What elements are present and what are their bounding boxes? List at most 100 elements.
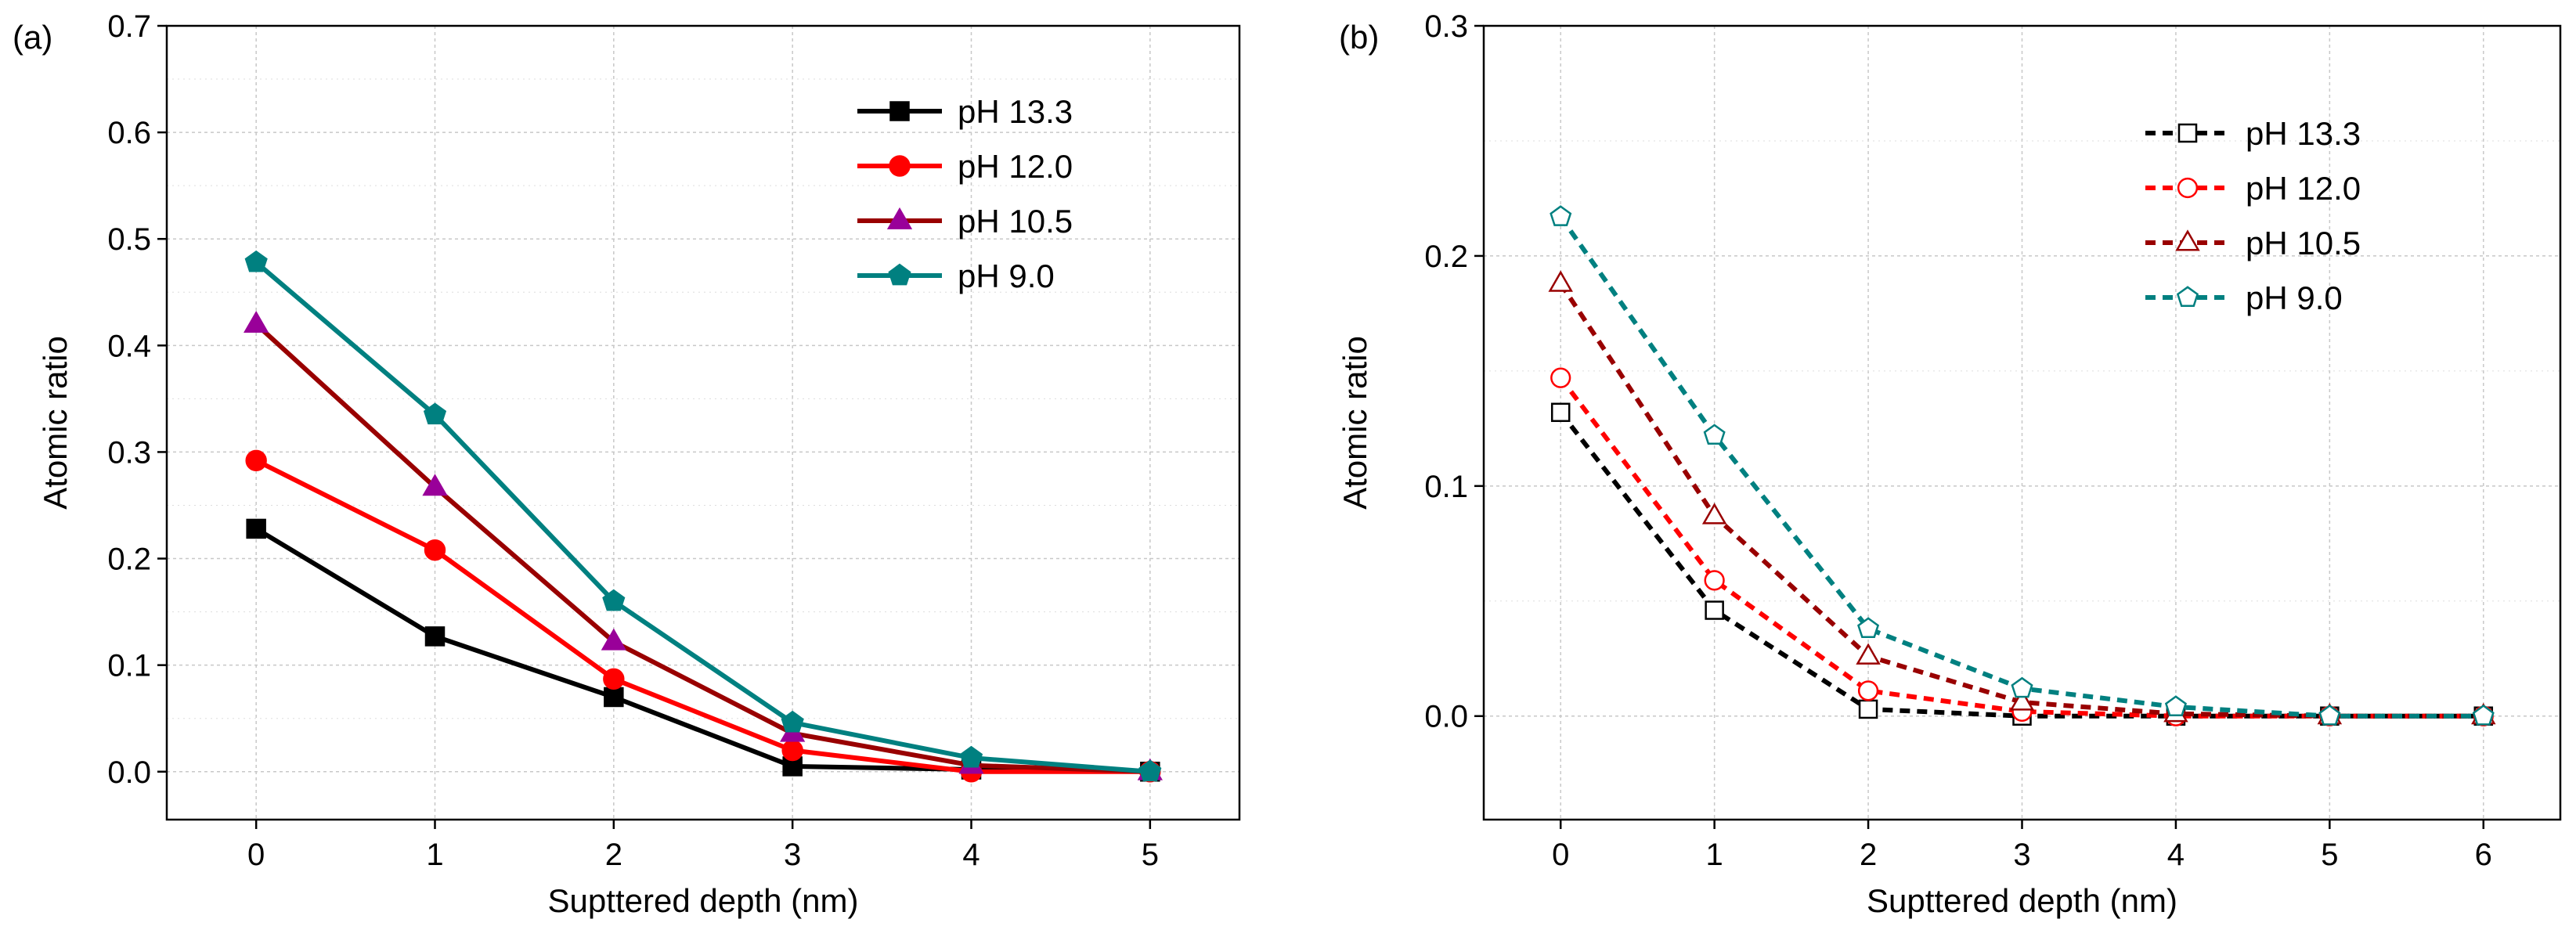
x-axis-title: Supttered depth (nm) (1867, 882, 2177, 919)
series-line (254, 526, 1150, 774)
y-tick-label: 0.0 (1424, 700, 1468, 734)
y-tick-label: 0.1 (107, 649, 151, 683)
data-point-marker (602, 589, 626, 611)
data-point-marker (244, 310, 269, 333)
y-tick-label: 0.3 (107, 435, 151, 470)
axis-ticks: 0 1 2 3 4 5 0.0 0.1 0.2 0.3 0.4 0.5 0.6 0.7 (107, 9, 1159, 872)
x-tick-label: 2 (605, 838, 622, 872)
y-tick-label: 0.7 (107, 9, 151, 44)
series-pH-13-3 (246, 518, 1160, 782)
data-point-marker (1550, 205, 1572, 226)
data-point-marker (601, 628, 626, 651)
x-tick-label: 3 (784, 838, 801, 872)
x-tick-label: 2 (1860, 838, 1877, 872)
y-axis-title: Atomic ratio (37, 336, 74, 510)
legend-label: pH 12.0 (958, 148, 1073, 185)
legend-marker (889, 101, 910, 121)
legend-label: pH 12.0 (2246, 170, 2361, 207)
y-tick-label: 0.4 (107, 329, 151, 363)
data-point-marker (2164, 695, 2187, 716)
series-line (1558, 410, 2484, 719)
legend-label: pH 13.3 (2246, 115, 2361, 152)
series-line (254, 322, 1150, 774)
x-tick-label: 4 (962, 838, 980, 872)
data-point-marker (423, 402, 447, 425)
series-pH-10-5 (244, 310, 1163, 780)
data-point-marker (959, 745, 983, 768)
panel-a-chart: 0 1 2 3 4 5 0.0 0.1 0.2 0.3 0.4 0.5 0.6 0.7 Supttered … (13, 9, 1241, 919)
x-tick-label: 4 (2167, 838, 2185, 872)
legend: pH 13.3 pH 12.0 pH 10.5 pH 9.0 (2145, 115, 2361, 316)
plot-frame (165, 24, 1241, 821)
data-point-marker (424, 539, 446, 561)
axis-ticks: 0 1 2 3 4 5 6 0.0 0.1 0.2 0.3 (1424, 9, 2492, 872)
series-line (254, 458, 1150, 774)
data-point-marker (604, 687, 624, 708)
data-point-marker (1703, 424, 1726, 445)
y-tick-label: 0.1 (1424, 470, 1468, 504)
data-point-marker (781, 710, 804, 733)
data-point-marker (422, 474, 448, 496)
data-point-marker (424, 626, 446, 647)
data-point-marker (1701, 503, 1727, 524)
data-point-marker (603, 668, 625, 690)
legend-marker (889, 155, 911, 177)
series-pH-9-0 (244, 250, 1162, 782)
y-tick-label: 0.0 (107, 755, 151, 790)
series-pH-9-0 (1550, 205, 2495, 726)
data-point-marker (1548, 270, 1573, 292)
y-tick-label: 0.2 (1424, 240, 1468, 274)
data-point-marker (1857, 617, 1880, 638)
data-point-marker (244, 250, 268, 272)
legend-label: pH 9.0 (2246, 279, 2343, 316)
series-line (254, 260, 1151, 774)
y-tick-label: 0.3 (1424, 9, 1468, 44)
data-point-marker (1705, 600, 1724, 620)
x-tick-label: 3 (2013, 838, 2030, 872)
x-tick-label: 0 (1552, 838, 1569, 872)
panel-label: (a) (13, 19, 52, 56)
legend-label: pH 10.5 (2246, 225, 2361, 261)
series-line (1558, 282, 2484, 719)
y-axis-title: Atomic ratio (1337, 336, 1373, 510)
legend: pH 13.3 pH 12.0 pH 10.5 pH 9.0 (857, 93, 1073, 294)
y-tick-label: 0.2 (107, 542, 151, 577)
data-point-marker (2011, 676, 2033, 698)
legend-label: pH 9.0 (958, 258, 1055, 294)
data-point-marker (1550, 402, 1571, 423)
data-point-marker (245, 449, 267, 472)
x-tick-label: 1 (426, 838, 443, 872)
data-point-marker (1858, 699, 1878, 719)
grid-lines (167, 25, 1239, 820)
panel-b-chart: 0 1 2 3 4 5 6 0.0 0.1 0.2 0.3 Supttered depth (nm) A… (1337, 9, 2562, 919)
x-axis-title: Supttered depth (nm) (548, 882, 859, 919)
x-tick-label: 6 (2475, 838, 2492, 872)
data-point-marker (1704, 570, 1725, 591)
data-point-marker (246, 518, 266, 539)
panel-label: (b) (1339, 19, 1379, 56)
legend-marker (2177, 177, 2199, 199)
legend-label: pH 13.3 (958, 93, 1073, 130)
y-tick-label: 0.6 (107, 116, 151, 150)
data-point-marker (1857, 680, 1879, 701)
x-tick-label: 1 (1706, 838, 1723, 872)
x-tick-label: 5 (2321, 838, 2338, 872)
legend-marker (888, 263, 911, 286)
legend-marker (2175, 229, 2200, 251)
data-point-marker (2472, 704, 2495, 726)
data-point-marker (2009, 689, 2035, 711)
data-point-marker (1550, 367, 1571, 388)
data-point-marker (1856, 643, 1881, 665)
x-tick-label: 0 (247, 838, 265, 872)
legend-marker (2176, 286, 2199, 307)
legend-marker (2177, 123, 2198, 143)
data-point-marker (1138, 759, 1162, 782)
data-point-marker (781, 739, 803, 762)
x-tick-label: 5 (1142, 838, 1159, 872)
data-point-marker (2318, 704, 2341, 726)
legend-marker (886, 207, 913, 229)
legend-label: pH 10.5 (958, 203, 1073, 240)
y-tick-label: 0.5 (107, 222, 151, 257)
